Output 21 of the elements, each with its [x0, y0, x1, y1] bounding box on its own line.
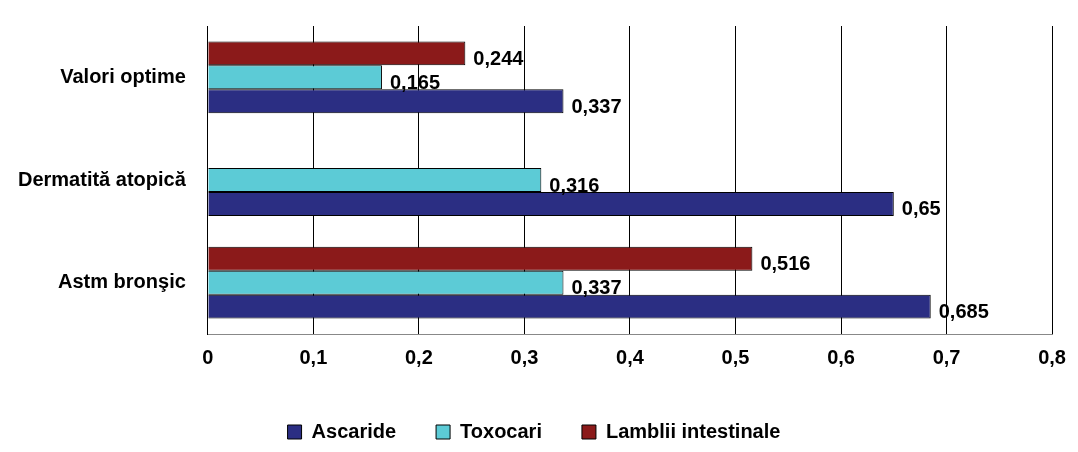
x-tick-label: 0,1 [299, 345, 328, 368]
x-tick-label: 0,8 [1038, 345, 1066, 368]
data-label: 0,337 [571, 276, 622, 299]
legend-label: Lamblii intestinale [605, 419, 781, 442]
x-tick-label: 0,4 [616, 345, 645, 368]
x-tick-label: 0,5 [721, 345, 750, 368]
data-label: 0,316 [549, 173, 600, 196]
data-label: 0,65 [901, 197, 941, 220]
legend-label: Ascaride [311, 419, 397, 442]
x-tick-label: 0,2 [404, 345, 433, 368]
legend-label: Toxocari [460, 419, 542, 442]
data-label: 0,516 [760, 252, 811, 275]
data-label: 0,337 [571, 94, 622, 117]
x-tick-label: 0,3 [510, 345, 539, 368]
data-label: 0,244 [473, 46, 525, 69]
x-tick-label: 0,7 [932, 345, 961, 368]
y-tick-label: Valori optime [60, 64, 186, 87]
x-tick-label: 0,6 [827, 345, 855, 368]
x-tick-label: 0 [202, 345, 214, 368]
y-tick-label: Astm bronşic [58, 270, 186, 293]
y-tick-label: Dermatită atopică [17, 167, 187, 190]
